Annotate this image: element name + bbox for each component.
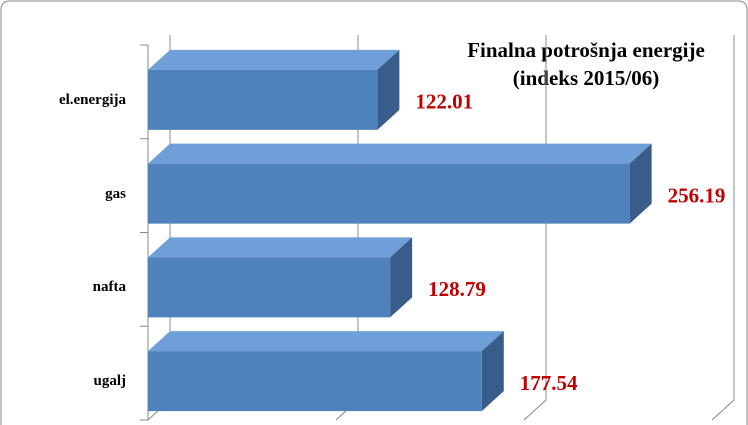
bar-top (148, 49, 400, 70)
bar-side (390, 237, 413, 318)
bar-side (629, 143, 652, 224)
chart-subtitle: (indeks 2015/06) (513, 66, 659, 90)
bar (148, 163, 630, 224)
bar-top (148, 331, 504, 352)
category-label: gas (105, 185, 126, 202)
data-label: 177.54 (520, 371, 578, 395)
data-label: 128.79 (428, 277, 486, 301)
category-label: ugalj (93, 373, 126, 390)
grid-line (711, 35, 735, 421)
bar (148, 257, 391, 318)
category-label: el.energija (58, 91, 126, 108)
bar-side (377, 49, 400, 130)
data-label: 256.19 (668, 183, 726, 207)
chart-title: Finalna potrošnja energije (467, 38, 705, 62)
bar-side (481, 331, 504, 412)
bar-top (148, 143, 652, 164)
data-label: 122.01 (415, 90, 473, 114)
bar (148, 351, 482, 412)
bar (148, 69, 378, 130)
grid-line (523, 35, 547, 421)
bar-top (148, 237, 413, 258)
category-label: nafta (92, 279, 126, 296)
